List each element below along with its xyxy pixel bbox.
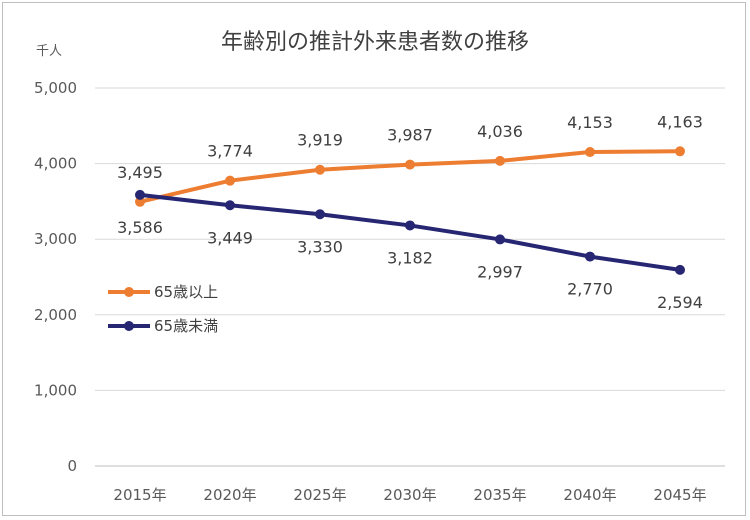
y-tick-label: 3,000 [34,230,77,248]
data-label: 2,770 [567,280,613,299]
data-point [135,189,145,200]
data-label: 2,997 [477,262,523,281]
data-point [135,196,145,207]
x-tick-label: 2030年 [383,486,436,504]
data-point [495,234,505,245]
data-point [495,155,505,166]
data-point [675,146,685,157]
data-point [585,251,595,262]
data-label: 3,987 [387,126,433,145]
data-label: 3,919 [297,131,343,150]
data-label: 3,495 [117,163,163,182]
x-tick-label: 2045年 [653,486,706,504]
data-label: 3,586 [117,218,163,237]
data-point [405,159,415,170]
y-tick-label: 5,000 [34,79,77,97]
data-label: 3,449 [207,228,253,247]
data-point [315,209,325,220]
y-tick-label: 1,000 [34,381,77,399]
chart-title: 年齢別の推計外来患者数の推移 [220,30,529,55]
data-point [405,220,415,231]
x-tick-label: 2015年 [113,486,166,504]
y-axis-unit-label: 千人 [36,44,63,59]
legend-label: 65歳以上 [154,283,218,301]
x-tick-label: 2040年 [563,486,616,504]
data-point [675,264,685,275]
legend-marker [124,321,134,331]
x-tick-label: 2025年 [293,486,346,504]
y-tick-label: 2,000 [34,306,77,324]
y-tick-label: 4,000 [34,155,77,173]
data-label: 3,330 [297,237,343,256]
x-tick-label: 2020年 [203,486,256,504]
legend-label: 65歳未満 [154,317,218,335]
data-label: 2,594 [657,293,703,312]
data-point [225,200,235,211]
data-label: 4,036 [477,122,523,141]
legend-marker [124,287,134,297]
data-point [585,147,595,158]
data-label: 3,182 [387,248,433,267]
data-point [225,175,235,186]
data-label: 4,163 [657,112,703,131]
data-label: 4,153 [567,113,613,132]
y-tick-label: 0 [67,457,77,475]
data-label: 3,774 [207,142,253,161]
data-point [315,164,325,175]
x-tick-label: 2035年 [473,486,526,504]
